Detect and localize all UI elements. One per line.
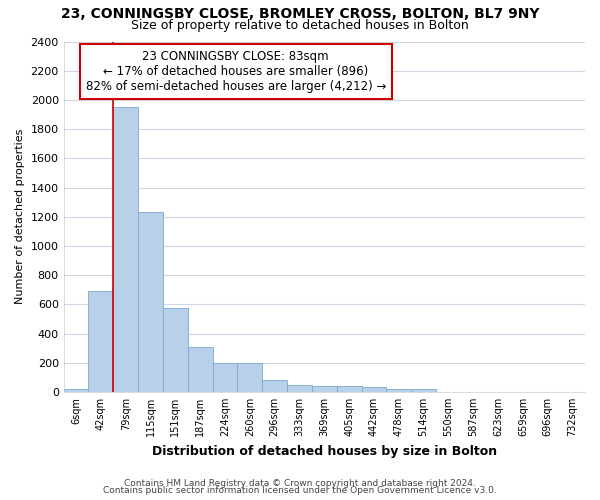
Text: Size of property relative to detached houses in Bolton: Size of property relative to detached ho… bbox=[131, 18, 469, 32]
Text: Contains public sector information licensed under the Open Government Licence v3: Contains public sector information licen… bbox=[103, 486, 497, 495]
Bar bbox=[287, 385, 312, 392]
Bar bbox=[113, 107, 138, 392]
Bar bbox=[212, 362, 238, 392]
Bar bbox=[163, 308, 188, 392]
Bar bbox=[362, 387, 386, 392]
Text: Contains HM Land Registry data © Crown copyright and database right 2024.: Contains HM Land Registry data © Crown c… bbox=[124, 478, 476, 488]
Text: 23, CONNINGSBY CLOSE, BROMLEY CROSS, BOLTON, BL7 9NY: 23, CONNINGSBY CLOSE, BROMLEY CROSS, BOL… bbox=[61, 8, 539, 22]
Bar bbox=[238, 362, 262, 392]
Bar bbox=[337, 386, 362, 392]
Text: 23 CONNINGSBY CLOSE: 83sqm
← 17% of detached houses are smaller (896)
82% of sem: 23 CONNINGSBY CLOSE: 83sqm ← 17% of deta… bbox=[86, 50, 386, 94]
Bar bbox=[262, 380, 287, 392]
Y-axis label: Number of detached properties: Number of detached properties bbox=[15, 129, 25, 304]
Bar bbox=[64, 389, 88, 392]
Bar bbox=[312, 386, 337, 392]
Bar bbox=[138, 212, 163, 392]
Bar bbox=[188, 348, 212, 392]
X-axis label: Distribution of detached houses by size in Bolton: Distribution of detached houses by size … bbox=[152, 444, 497, 458]
Bar bbox=[88, 291, 113, 392]
Bar bbox=[411, 389, 436, 392]
Bar bbox=[386, 389, 411, 392]
